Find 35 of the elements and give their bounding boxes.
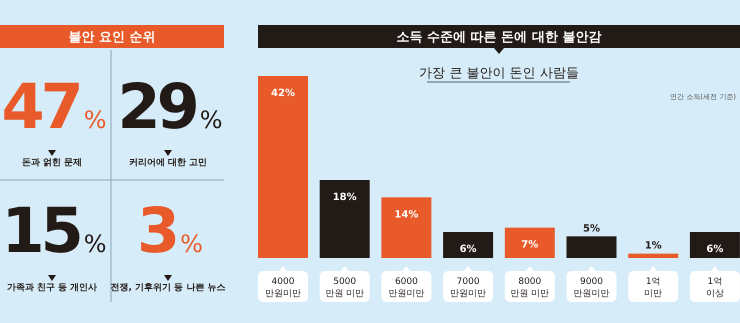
data-label: 1% xyxy=(644,240,662,252)
data-label: 14% xyxy=(394,209,418,220)
bar xyxy=(443,232,494,258)
category-label: 커리어에 대한 고민 xyxy=(128,158,208,168)
chart-title: 소득 수준에 따른 돈에 대한 불안감 xyxy=(396,30,602,45)
bar xyxy=(504,228,555,258)
data-label: 47% xyxy=(1,70,106,143)
x-tick-label: 4000 만원미만 xyxy=(265,277,301,299)
x-tick-label: 1억 미만 xyxy=(644,277,662,299)
data-label: 15% xyxy=(1,194,106,267)
category-label: 가족과 친구 등 개인사 xyxy=(6,283,98,293)
data-label: 18% xyxy=(332,192,357,203)
bar xyxy=(690,232,740,258)
bar xyxy=(258,76,308,258)
x-tick-label: 5000 만원 미만 xyxy=(325,277,364,299)
data-label: 3% xyxy=(137,194,202,267)
category-label: 돈과 얽힌 문제 xyxy=(22,158,82,168)
x-tick-label: 9000 만원미만 xyxy=(574,277,610,299)
data-label: 6% xyxy=(706,244,724,255)
data-label: 5% xyxy=(583,223,600,234)
data-label: 7% xyxy=(521,240,538,251)
data-label: 29% xyxy=(117,70,222,143)
bar xyxy=(566,236,616,258)
x-tick-label: 7000 만원미만 xyxy=(450,277,486,299)
category-label: 전쟁, 기후위기 등 나쁜 뉴스 xyxy=(110,283,226,293)
data-label: 42% xyxy=(271,88,295,99)
chart-subtitle: 가장 큰 불안이 돈인 사람들 xyxy=(419,66,579,81)
x-tick-label: 8000 만원 미만 xyxy=(510,277,550,299)
bar xyxy=(320,180,370,258)
x-tick-label: 6000 만원미만 xyxy=(388,277,424,299)
data-label: 6% xyxy=(460,244,477,255)
bar xyxy=(628,254,678,258)
x-tick-label: 1억 이상 xyxy=(706,277,724,299)
bar xyxy=(381,197,432,258)
text: 불안 요인 순위 xyxy=(68,30,156,45)
